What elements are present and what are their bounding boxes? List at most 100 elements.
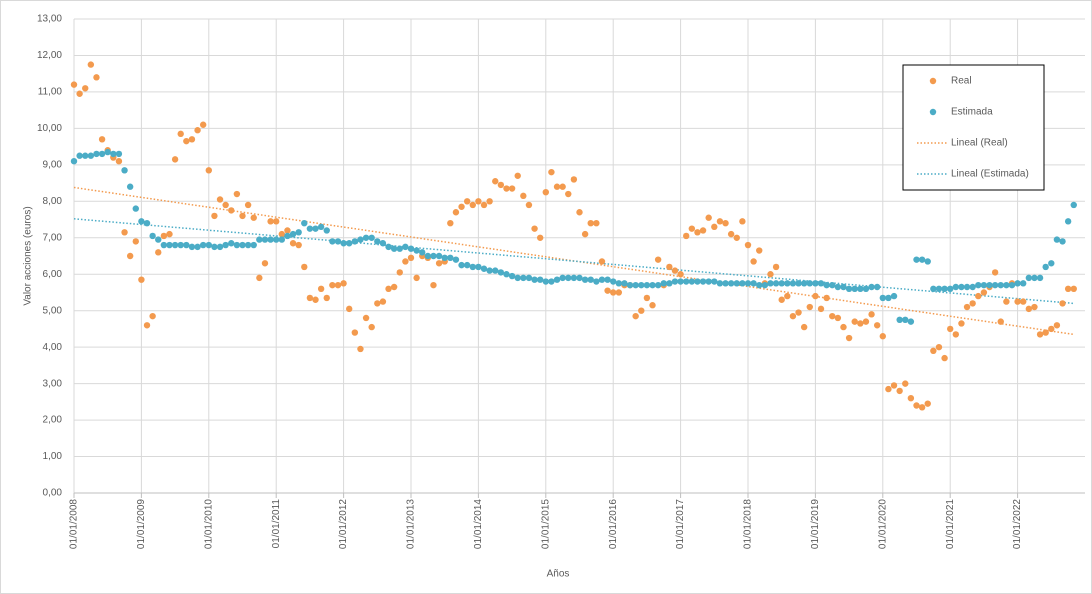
data-point — [267, 218, 274, 225]
data-point — [638, 307, 645, 314]
data-point — [952, 331, 960, 338]
data-point — [1003, 298, 1010, 305]
data-point — [997, 281, 1004, 289]
x-tick-label: 01/01/2017 — [675, 499, 686, 549]
data-point — [711, 278, 718, 285]
data-point — [800, 280, 808, 287]
data-point — [553, 276, 561, 283]
data-point — [941, 354, 948, 362]
data-point — [435, 252, 443, 260]
data-point — [756, 281, 763, 289]
data-point — [851, 285, 858, 293]
data-point — [806, 303, 813, 311]
x-tick-label: 01/01/2021 — [945, 499, 956, 549]
data-point — [1031, 274, 1038, 282]
data-point — [980, 281, 988, 289]
data-point — [396, 245, 403, 252]
data-point — [688, 225, 696, 232]
data-point — [469, 201, 476, 209]
data-point — [475, 263, 482, 271]
data-point — [683, 232, 690, 240]
data-point — [1048, 260, 1055, 267]
data-point — [559, 183, 566, 190]
data-point — [233, 190, 241, 198]
data-point — [879, 333, 886, 340]
data-point — [840, 323, 847, 331]
data-point — [559, 274, 566, 282]
data-point — [222, 201, 229, 209]
data-point — [963, 303, 971, 311]
data-point — [902, 316, 909, 324]
data-point — [531, 276, 538, 283]
data-point — [177, 130, 184, 138]
data-point — [671, 278, 679, 285]
data-point — [845, 285, 853, 293]
data-point — [385, 243, 392, 251]
y-tick-label: 3,00 — [43, 378, 63, 389]
data-point — [183, 137, 190, 145]
data-point — [379, 298, 387, 305]
data-point — [907, 318, 915, 325]
data-point — [947, 325, 954, 333]
data-point — [497, 269, 505, 276]
data-point — [351, 329, 359, 336]
data-point — [688, 278, 696, 285]
data-point — [840, 283, 847, 291]
data-point — [744, 280, 752, 287]
data-point — [750, 258, 757, 265]
data-point — [317, 223, 325, 231]
data-point — [76, 152, 83, 159]
data-point — [823, 294, 830, 302]
data-point — [733, 234, 740, 241]
data-point — [239, 241, 246, 249]
data-point — [980, 289, 988, 296]
data-point — [149, 232, 156, 240]
data-point — [772, 263, 780, 271]
data-point — [683, 278, 690, 285]
data-point — [514, 172, 521, 179]
data-point — [115, 158, 123, 165]
data-point — [346, 240, 353, 247]
data-point — [492, 178, 499, 185]
data-point — [480, 265, 488, 272]
data-point — [958, 320, 965, 327]
data-point — [469, 263, 476, 271]
data-point — [626, 281, 634, 289]
data-point — [767, 280, 774, 287]
data-point — [216, 196, 224, 203]
data-point — [862, 285, 870, 293]
y-tick-label: 7,00 — [43, 232, 63, 243]
data-point — [930, 347, 937, 354]
data-point — [598, 276, 606, 283]
data-point — [593, 278, 600, 285]
data-point — [295, 229, 302, 236]
data-point — [256, 236, 263, 243]
data-point — [727, 280, 735, 287]
y-tick-label: 10,00 — [37, 123, 62, 134]
data-point — [1020, 298, 1027, 305]
data-point — [98, 136, 106, 143]
legend-label: Lineal (Estimada) — [951, 169, 1029, 180]
data-point — [991, 281, 999, 289]
data-point — [284, 227, 291, 234]
data-point — [958, 283, 965, 291]
data-point — [368, 234, 375, 241]
data-point — [458, 203, 465, 210]
data-point — [430, 281, 437, 289]
data-point — [873, 283, 881, 291]
data-point — [868, 283, 875, 291]
data-point — [244, 201, 252, 209]
data-point — [171, 156, 179, 163]
data-point — [357, 236, 364, 243]
y-tick-label: 2,00 — [43, 415, 63, 426]
data-point — [1008, 281, 1016, 289]
data-point — [812, 280, 819, 287]
data-point — [548, 278, 555, 285]
data-point — [991, 269, 999, 276]
data-point — [542, 188, 549, 196]
data-point — [570, 274, 578, 282]
x-tick-label: 01/01/2015 — [540, 499, 551, 549]
data-point — [1014, 298, 1021, 305]
data-point — [918, 256, 926, 263]
data-point — [413, 247, 420, 254]
